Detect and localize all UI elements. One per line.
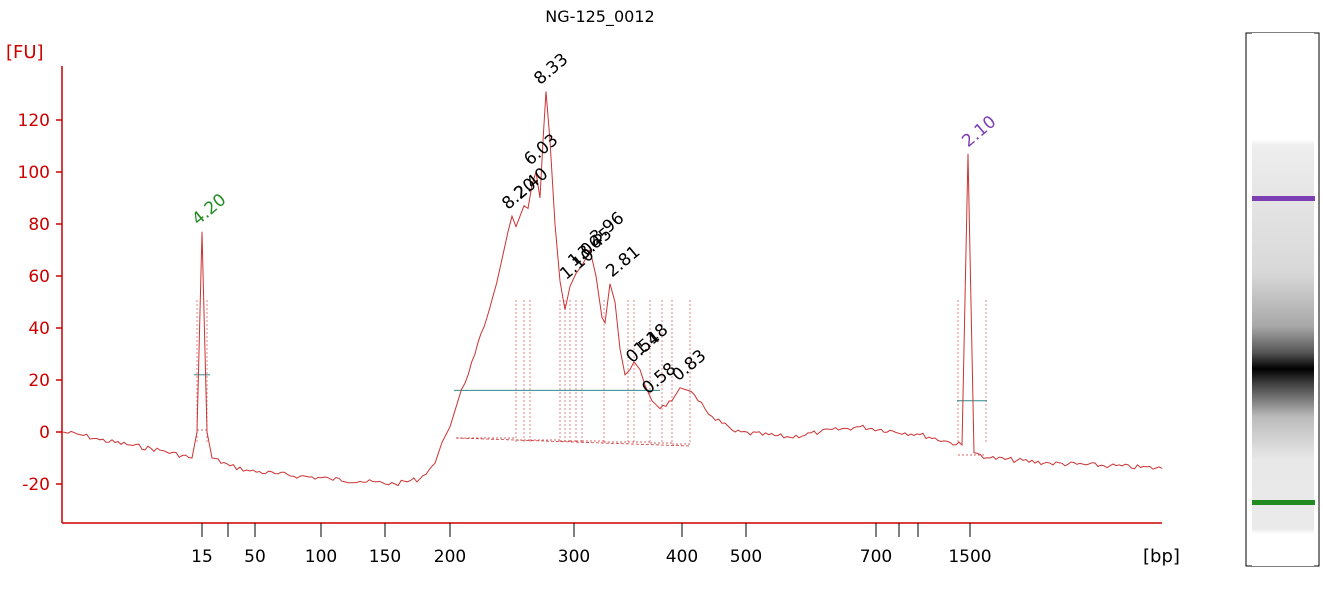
y-tick-label: -20 — [22, 475, 50, 495]
dropdown-slope — [455, 437, 691, 447]
peak-label: 2.10 — [958, 112, 1000, 152]
x-axis-label: [bp] — [1143, 546, 1180, 567]
x-tick-label: 200 — [434, 547, 466, 567]
gel-lower-marker-band — [1252, 500, 1315, 505]
fluorescence-trace — [61, 91, 1163, 487]
y-tick-label: 0 — [39, 423, 50, 443]
chart-title: NG-125_0012 — [545, 7, 654, 27]
axes — [61, 66, 1162, 524]
peak-label: 8.33 — [530, 50, 572, 90]
peak-label: 4.20 — [188, 190, 230, 230]
y-ticks: -20 0 20 40 60 80 100 120 — [18, 111, 62, 495]
gel-lane — [1245, 32, 1320, 567]
y-tick-label: 40 — [28, 319, 50, 339]
x-tick-label: 1500 — [948, 547, 991, 567]
y-tick-label: 80 — [28, 215, 50, 235]
x-tick-label: 500 — [730, 547, 762, 567]
y-axis-label: [FU] — [6, 42, 44, 63]
x-tick-label: 15 — [191, 547, 213, 567]
peak-label: 2.81 — [602, 242, 644, 282]
gel-upper-marker-band — [1252, 196, 1315, 201]
peak-label: 6.03 — [520, 130, 562, 170]
x-tick-label: 700 — [860, 547, 892, 567]
x-tick-label: 100 — [305, 547, 337, 567]
y-tick-label: 120 — [18, 111, 50, 131]
peak-labels: 4.208.338.202.406.031.101.063.453.962.81… — [188, 50, 1000, 399]
y-tick-label: 20 — [28, 371, 50, 391]
peak-label: 0.83 — [668, 346, 710, 386]
x-tick-label: 400 — [666, 547, 698, 567]
peak-baselines — [194, 374, 987, 402]
y-tick-label: 100 — [18, 163, 50, 183]
y-tick-label: 60 — [28, 267, 50, 287]
gel-lane-band-gradient — [1252, 33, 1314, 566]
x-tick-label: 300 — [558, 547, 590, 567]
x-ticks: 15 50 100 150 200 300 400 500 700 1500 — [191, 523, 992, 567]
peak-dropdown-lines — [196, 300, 987, 456]
x-tick-label: 150 — [369, 547, 401, 567]
x-tick-label: 50 — [244, 547, 266, 567]
